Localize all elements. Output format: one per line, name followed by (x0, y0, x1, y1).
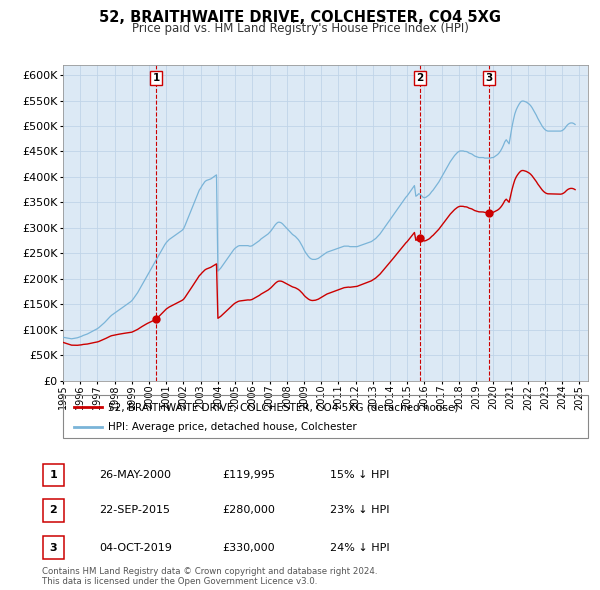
Text: Contains HM Land Registry data © Crown copyright and database right 2024.
This d: Contains HM Land Registry data © Crown c… (42, 567, 377, 586)
Text: 3: 3 (50, 543, 57, 552)
Text: 3: 3 (485, 73, 493, 83)
Text: 2: 2 (416, 73, 424, 83)
Text: 22-SEP-2015: 22-SEP-2015 (99, 506, 170, 515)
Text: 1: 1 (50, 470, 57, 480)
Text: 04-OCT-2019: 04-OCT-2019 (99, 543, 172, 552)
Text: £330,000: £330,000 (222, 543, 275, 552)
Text: Price paid vs. HM Land Registry's House Price Index (HPI): Price paid vs. HM Land Registry's House … (131, 22, 469, 35)
Text: 24% ↓ HPI: 24% ↓ HPI (330, 543, 389, 552)
Text: 1: 1 (152, 73, 160, 83)
Text: HPI: Average price, detached house, Colchester: HPI: Average price, detached house, Colc… (107, 422, 356, 432)
Text: 23% ↓ HPI: 23% ↓ HPI (330, 506, 389, 515)
Text: 52, BRAITHWAITE DRIVE, COLCHESTER, CO4 5XG (detached house): 52, BRAITHWAITE DRIVE, COLCHESTER, CO4 5… (107, 402, 458, 412)
Text: 2: 2 (50, 506, 57, 515)
Text: £119,995: £119,995 (222, 470, 275, 480)
Text: 52, BRAITHWAITE DRIVE, COLCHESTER, CO4 5XG: 52, BRAITHWAITE DRIVE, COLCHESTER, CO4 5… (99, 10, 501, 25)
Text: 15% ↓ HPI: 15% ↓ HPI (330, 470, 389, 480)
Text: 26-MAY-2000: 26-MAY-2000 (99, 470, 171, 480)
Text: £280,000: £280,000 (222, 506, 275, 515)
